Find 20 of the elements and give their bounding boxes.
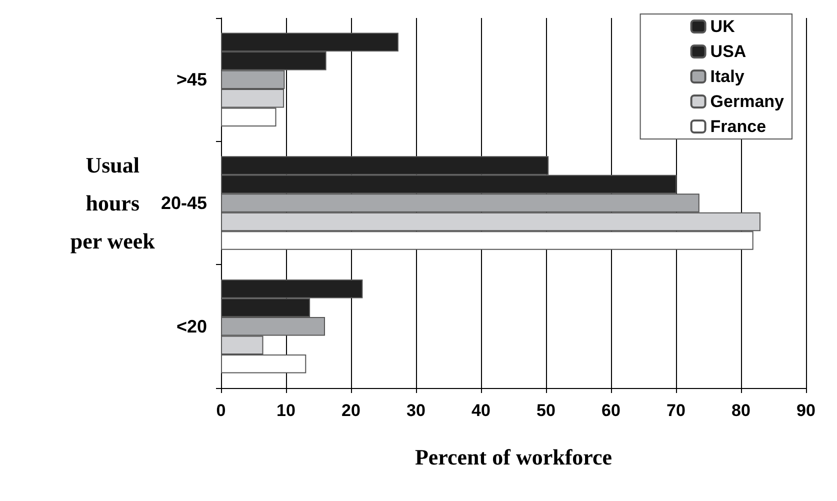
x-tick-label: 90: [796, 401, 816, 420]
x-tick-label: 0: [216, 401, 226, 420]
x-tick-label: 30: [406, 401, 426, 420]
y-axis-title: Usual hours per week: [70, 152, 156, 254]
legend-label: USA: [710, 42, 746, 61]
x-tick-label: 80: [732, 401, 750, 420]
x-tick-label: 20: [342, 401, 360, 420]
x-tick-label: 40: [472, 401, 490, 420]
x-tick-label: 70: [666, 401, 686, 420]
x-tick-label: 50: [536, 401, 556, 420]
y-tick-label: <20: [176, 316, 207, 336]
x-tick-label: 60: [602, 401, 620, 420]
y-tick-label: >45: [176, 70, 207, 90]
legend-label: Italy: [710, 67, 745, 86]
legend-label: France: [710, 117, 766, 136]
y-tick-label: 20-45: [160, 193, 207, 213]
x-tick-label: 10: [276, 401, 296, 420]
legend-label: Germany: [710, 92, 785, 111]
x-axis-title: Percent of workforce: [414, 444, 612, 470]
legend-label: UK: [710, 17, 736, 36]
